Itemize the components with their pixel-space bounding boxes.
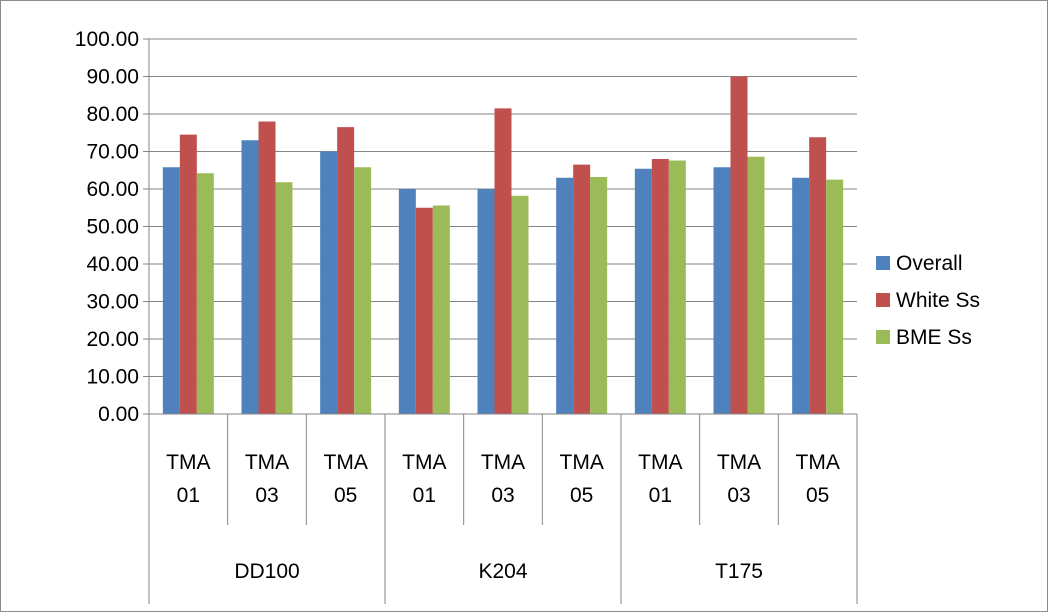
bar-bme-ss bbox=[590, 177, 608, 414]
bar-white-ss bbox=[730, 76, 748, 414]
bar-overall bbox=[477, 189, 495, 414]
category-label: TMA bbox=[324, 451, 368, 474]
legend-label: Overall bbox=[896, 252, 963, 275]
category-label: 01 bbox=[177, 484, 200, 507]
axes bbox=[143, 38, 858, 604]
legend-label: White Ss bbox=[896, 289, 980, 312]
group-label: K204 bbox=[478, 560, 527, 583]
bar-bme-ss bbox=[747, 156, 765, 414]
category-label: TMA bbox=[796, 451, 840, 474]
bar-overall bbox=[320, 151, 338, 414]
y-tick-label: 40.00 bbox=[86, 253, 139, 276]
legend-label: BME Ss bbox=[896, 326, 972, 349]
group-label: DD100 bbox=[234, 560, 299, 583]
bar-overall bbox=[634, 168, 652, 414]
category-label: TMA bbox=[481, 451, 525, 474]
bar-overall bbox=[713, 167, 731, 414]
category-label: 05 bbox=[806, 484, 829, 507]
bar-white-ss bbox=[179, 134, 197, 414]
bar-bme-ss bbox=[511, 195, 529, 414]
bars bbox=[162, 76, 844, 414]
bar-white-ss bbox=[651, 159, 669, 414]
x-axis-group-labels: DD100 K204 T175 bbox=[234, 560, 763, 583]
category-label: TMA bbox=[166, 451, 210, 474]
category-label: TMA bbox=[245, 451, 289, 474]
y-tick-label: 10.00 bbox=[86, 366, 139, 389]
category-label: 03 bbox=[491, 484, 514, 507]
category-label: 05 bbox=[570, 484, 593, 507]
legend-swatch bbox=[876, 256, 890, 270]
bar-overall bbox=[162, 167, 180, 414]
y-tick-label: 0.00 bbox=[98, 403, 139, 426]
category-label: 03 bbox=[255, 484, 278, 507]
group-label: T175 bbox=[715, 560, 763, 583]
bar-bme-ss bbox=[354, 167, 372, 414]
bar-bme-ss bbox=[826, 179, 844, 414]
category-label: TMA bbox=[638, 451, 682, 474]
bar-white-ss bbox=[494, 108, 512, 414]
legend: Overall White Ss BME Ss bbox=[876, 252, 980, 349]
category-label: 01 bbox=[649, 484, 672, 507]
bar-overall bbox=[241, 140, 259, 414]
bar-white-ss bbox=[258, 121, 276, 414]
y-tick-label: 90.00 bbox=[86, 66, 139, 89]
bar-bme-ss bbox=[275, 182, 293, 414]
bar-overall bbox=[398, 189, 416, 414]
legend-swatch bbox=[876, 293, 890, 307]
bar-white-ss bbox=[415, 207, 433, 414]
legend-swatch bbox=[876, 330, 890, 344]
category-label: TMA bbox=[402, 451, 446, 474]
category-label: TMA bbox=[717, 451, 761, 474]
y-axis-tick-labels: 0.00 10.00 20.00 30.00 40.00 50.00 60.00 70.00 8… bbox=[75, 28, 139, 426]
category-label: 05 bbox=[334, 484, 357, 507]
bar-white-ss bbox=[337, 127, 355, 414]
y-tick-label: 30.00 bbox=[86, 291, 139, 314]
bar-bme-ss bbox=[196, 173, 214, 414]
category-label: TMA bbox=[560, 451, 604, 474]
category-label: 03 bbox=[727, 484, 750, 507]
bar-bme-ss bbox=[432, 205, 450, 414]
y-tick-label: 20.00 bbox=[86, 328, 139, 351]
bar-white-ss bbox=[573, 164, 591, 414]
y-tick-label: 80.00 bbox=[86, 103, 139, 126]
bar-white-ss bbox=[809, 137, 827, 414]
y-tick-label: 100.00 bbox=[75, 28, 139, 51]
x-axis-category-labels: TMA 01 TMA 03 TMA 05 TMA 01 TMA 03 TMA 05 TMA 01 TMA 03… bbox=[166, 451, 840, 507]
bar-bme-ss bbox=[668, 160, 686, 414]
bar-overall bbox=[556, 177, 574, 414]
y-tick-label: 50.00 bbox=[86, 216, 139, 239]
y-tick-label: 70.00 bbox=[86, 141, 139, 164]
bar-overall bbox=[792, 177, 810, 414]
y-tick-label: 60.00 bbox=[86, 178, 139, 201]
category-label: 01 bbox=[413, 484, 436, 507]
